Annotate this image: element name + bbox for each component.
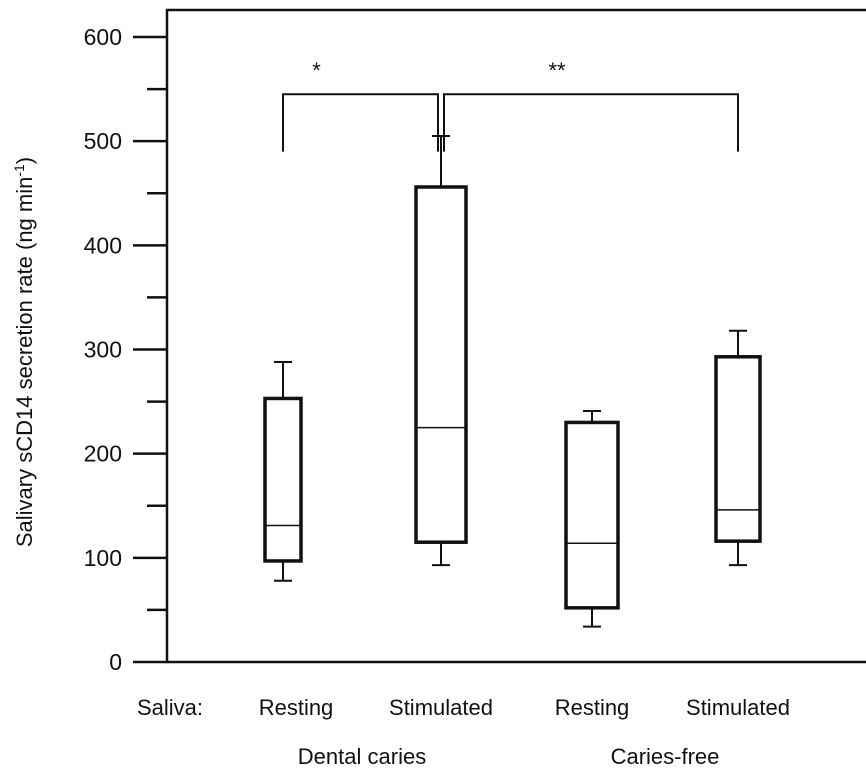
- significance-label: **: [548, 58, 566, 83]
- significance-label: *: [312, 58, 321, 83]
- y-tick-label: 500: [84, 128, 122, 154]
- x-group-label: Caries-free: [611, 744, 720, 769]
- box-caries-free-resting: [564, 409, 620, 628]
- x-category-label: Resting: [555, 695, 630, 720]
- plot-frame: [165, 8, 866, 664]
- box-dental-caries-resting: [263, 361, 303, 582]
- box-iqr: [263, 396, 303, 563]
- y-tick-label: 0: [109, 649, 122, 675]
- bracket-line: [443, 93, 739, 152]
- x-category-label: Resting: [259, 695, 334, 720]
- box-iqr: [414, 185, 468, 544]
- significance-brackets: * **: [282, 58, 739, 152]
- y-axis-label: Salivary sCD14 secretion rate (ng min-1): [11, 157, 37, 547]
- x-category-label: Stimulated: [389, 695, 493, 720]
- y-tick-label: 400: [84, 232, 122, 258]
- y-tick-label: 200: [84, 441, 122, 467]
- significance-bracket: *: [282, 58, 439, 152]
- y-axis-label-main: Salivary sCD14 secretion rate (ng min: [12, 177, 37, 547]
- x-category-label: Stimulated: [686, 695, 790, 720]
- y-tick-label: 100: [84, 545, 122, 571]
- bracket-line: [282, 93, 439, 152]
- box-iqr: [564, 420, 620, 610]
- y-axis-label-sup: -1: [11, 164, 27, 177]
- y-tick-label: 600: [84, 24, 122, 50]
- y-ticks: 0 100 200 300 400 500 600: [84, 24, 167, 675]
- box-caries-free-stimulated: [714, 329, 762, 567]
- x-labels: Saliva: Resting Stimulated Resting Stimulat…: [137, 695, 790, 769]
- x-group-label: Dental caries: [298, 744, 426, 769]
- axes: [165, 8, 866, 664]
- saliva-prefix-label: Saliva:: [137, 695, 203, 720]
- y-tick-label: 300: [84, 337, 122, 363]
- significance-bracket: **: [443, 58, 739, 152]
- box-iqr: [714, 355, 762, 543]
- box-dental-caries-stimulated: [414, 134, 468, 567]
- boxes: [263, 134, 762, 628]
- y-axis-label-close: ): [12, 157, 37, 164]
